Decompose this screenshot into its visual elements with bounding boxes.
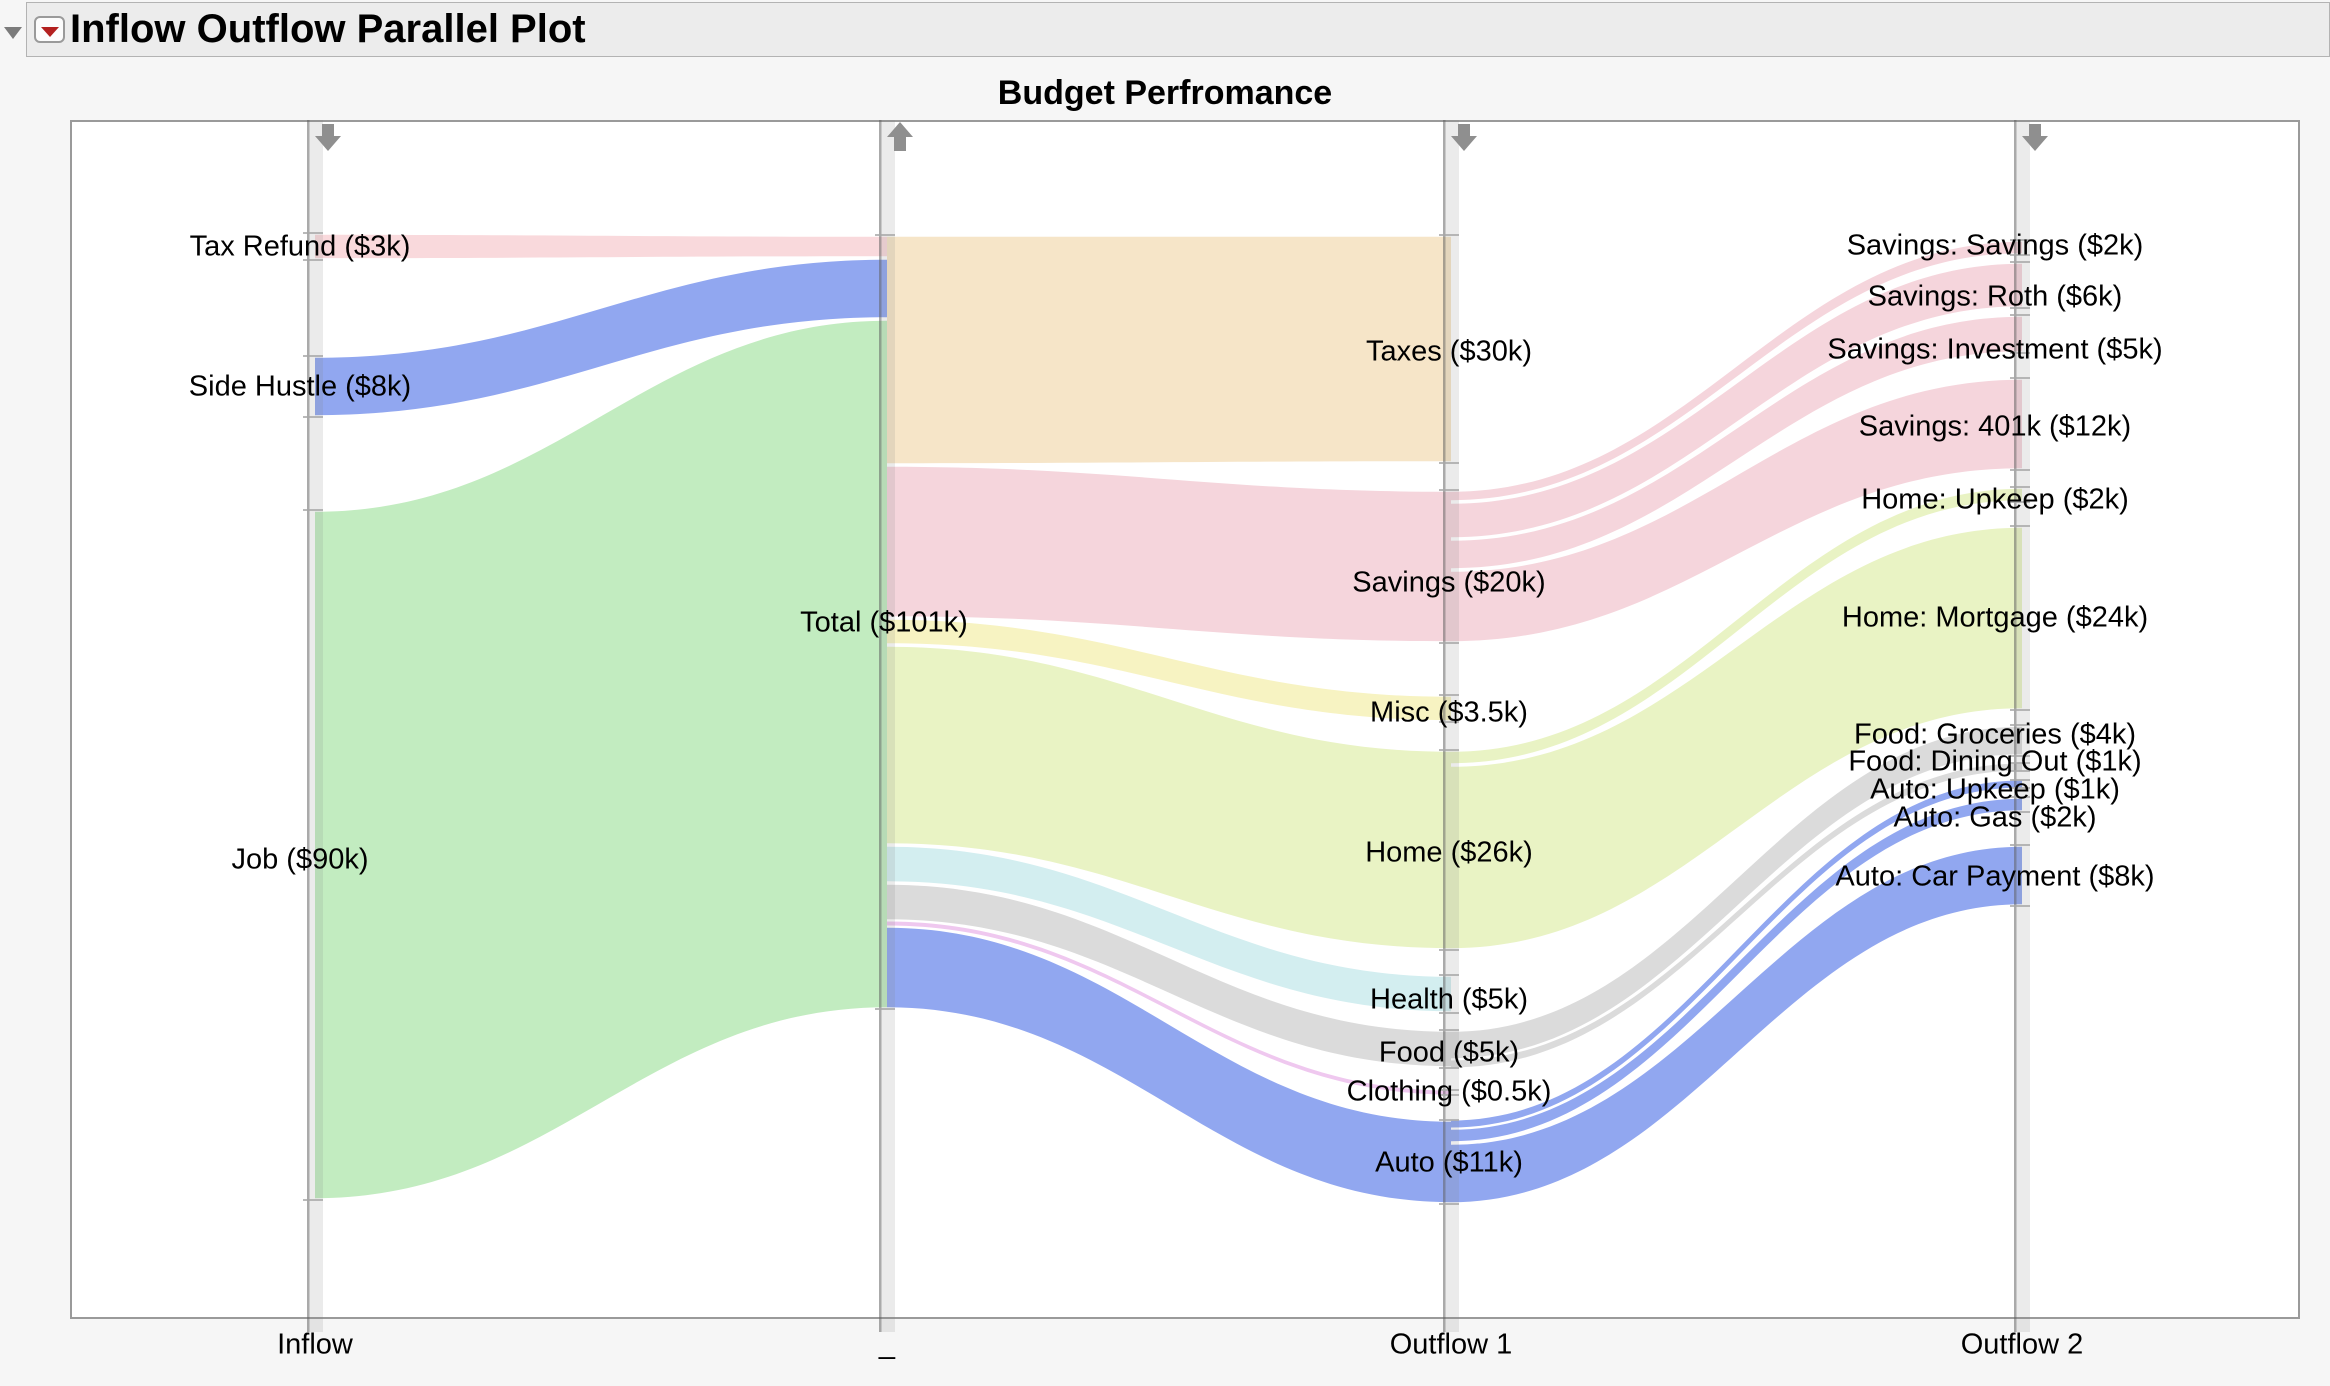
ribbon-side-hustle[interactable] xyxy=(315,259,887,416)
ribbon-food[interactable] xyxy=(887,884,1451,1067)
band-label-savings-investment-5k[interactable]: Savings: Investment ($5k) xyxy=(1827,333,2163,366)
axis-bar-edge xyxy=(879,120,882,1332)
axis-name-outflow1[interactable]: Outflow 1 xyxy=(1389,1328,1513,1361)
band-label-auto-car-payment-8k[interactable]: Auto: Car Payment ($8k) xyxy=(1835,860,2155,893)
ribbon-home-mortgage[interactable] xyxy=(1451,527,2022,949)
axis-bar-edge xyxy=(1443,120,1446,1332)
ribbon-misc[interactable] xyxy=(887,619,1451,721)
band-label-savings-20k[interactable]: Savings ($20k) xyxy=(1352,566,1546,599)
ribbon-job[interactable] xyxy=(315,320,887,1199)
ribbon-home[interactable] xyxy=(887,646,1451,949)
ribbon-savings-roth[interactable] xyxy=(1451,263,2022,538)
axis-bar-inflow[interactable] xyxy=(307,120,323,1332)
band-label-savings-roth-6k[interactable]: Savings: Roth ($6k) xyxy=(1867,280,2123,313)
ribbon-savings-investment[interactable] xyxy=(1451,316,2022,569)
band-label-home-26k[interactable]: Home ($26k) xyxy=(1365,836,1533,869)
report-title: Inflow Outflow Parallel Plot xyxy=(70,7,586,51)
axis-name-total[interactable]: _ xyxy=(878,1328,896,1361)
axis-name-outflow2[interactable]: Outflow 2 xyxy=(1960,1328,2084,1361)
report-header: Inflow Outflow Parallel Plot xyxy=(26,2,2330,57)
axis-name-inflow[interactable]: Inflow xyxy=(277,1328,353,1361)
band-label-taxes-30k[interactable]: Taxes ($30k) xyxy=(1365,335,1533,368)
ribbon-auto-gas[interactable] xyxy=(1451,798,2022,1142)
outline-disclosure-triangle-icon[interactable] xyxy=(4,27,22,39)
axis-bar-total[interactable] xyxy=(879,120,895,1332)
band-label-auto-11k[interactable]: Auto ($11k) xyxy=(1375,1146,1523,1179)
ribbon-clothing[interactable] xyxy=(887,921,1451,1095)
band-label-home-upkeep-2k[interactable]: Home: Upkeep ($2k) xyxy=(1861,483,2129,516)
ribbon-home-upkeep[interactable] xyxy=(1451,488,2022,764)
axis-sort-arrow-up-total[interactable] xyxy=(887,122,913,151)
ribbon-savings[interactable] xyxy=(887,466,1451,642)
band-label-auto-upkeep-1k[interactable]: Auto: Upkeep ($1k) xyxy=(1870,773,2120,806)
ribbon-savings-savings[interactable] xyxy=(1451,241,2022,501)
ribbon-food-groceries[interactable] xyxy=(1451,726,2022,1059)
band-label-total-101k[interactable]: Total ($101k) xyxy=(800,606,968,639)
ribbon-auto[interactable] xyxy=(887,927,1451,1203)
ribbon-food-dining-out[interactable] xyxy=(1451,763,2022,1068)
ribbon-auto-car-payment[interactable] xyxy=(1451,846,2022,1203)
axis-sort-arrow-down-outflow2[interactable] xyxy=(2022,124,2048,151)
band-label-clothing-0-5k[interactable]: Clothing ($0.5k) xyxy=(1346,1075,1552,1108)
band-label-misc-3-5k[interactable]: Misc ($3.5k) xyxy=(1370,696,1528,729)
ribbon-auto-upkeep[interactable] xyxy=(1451,780,2022,1128)
ribbon-savings-401k[interactable] xyxy=(1451,379,2022,642)
band-label-job-90k[interactable]: Job ($90k) xyxy=(231,843,369,876)
band-label-tax-refund-3k[interactable]: Tax Refund ($3k) xyxy=(189,230,411,263)
band-label-food-5k[interactable]: Food ($5k) xyxy=(1378,1036,1520,1069)
axis-bar-edge xyxy=(307,120,310,1332)
band-label-savings-401k-12k[interactable]: Savings: 401k ($12k) xyxy=(1858,410,2132,443)
band-label-savings-savings-2k[interactable]: Savings: Savings ($2k) xyxy=(1846,229,2144,262)
axis-sort-arrow-down-outflow1[interactable] xyxy=(1451,124,1477,151)
red-triangle-icon xyxy=(40,27,59,37)
band-label-side-hustle-8k[interactable]: Side Hustle ($8k) xyxy=(188,370,412,403)
band-label-health-5k[interactable]: Health ($5k) xyxy=(1370,983,1528,1016)
axis-sort-arrow-down-inflow[interactable] xyxy=(315,124,341,151)
band-label-food-groceries-4k[interactable]: Food: Groceries ($4k) xyxy=(1853,718,2137,751)
band-label-food-dining-out-1k[interactable]: Food: Dining Out ($1k) xyxy=(1848,745,2142,778)
ribbon-health[interactable] xyxy=(887,846,1451,1012)
ribbon-tax-refund[interactable] xyxy=(315,234,887,259)
band-label-home-mortgage-24k[interactable]: Home: Mortgage ($24k) xyxy=(1841,601,2149,634)
chart-title[interactable]: Budget Perfromance xyxy=(997,74,1333,112)
red-triangle-menu-button[interactable] xyxy=(34,16,65,43)
ribbon-taxes[interactable] xyxy=(887,236,1451,464)
band-label-auto-gas-2k[interactable]: Auto: Gas ($2k) xyxy=(1893,801,2097,834)
